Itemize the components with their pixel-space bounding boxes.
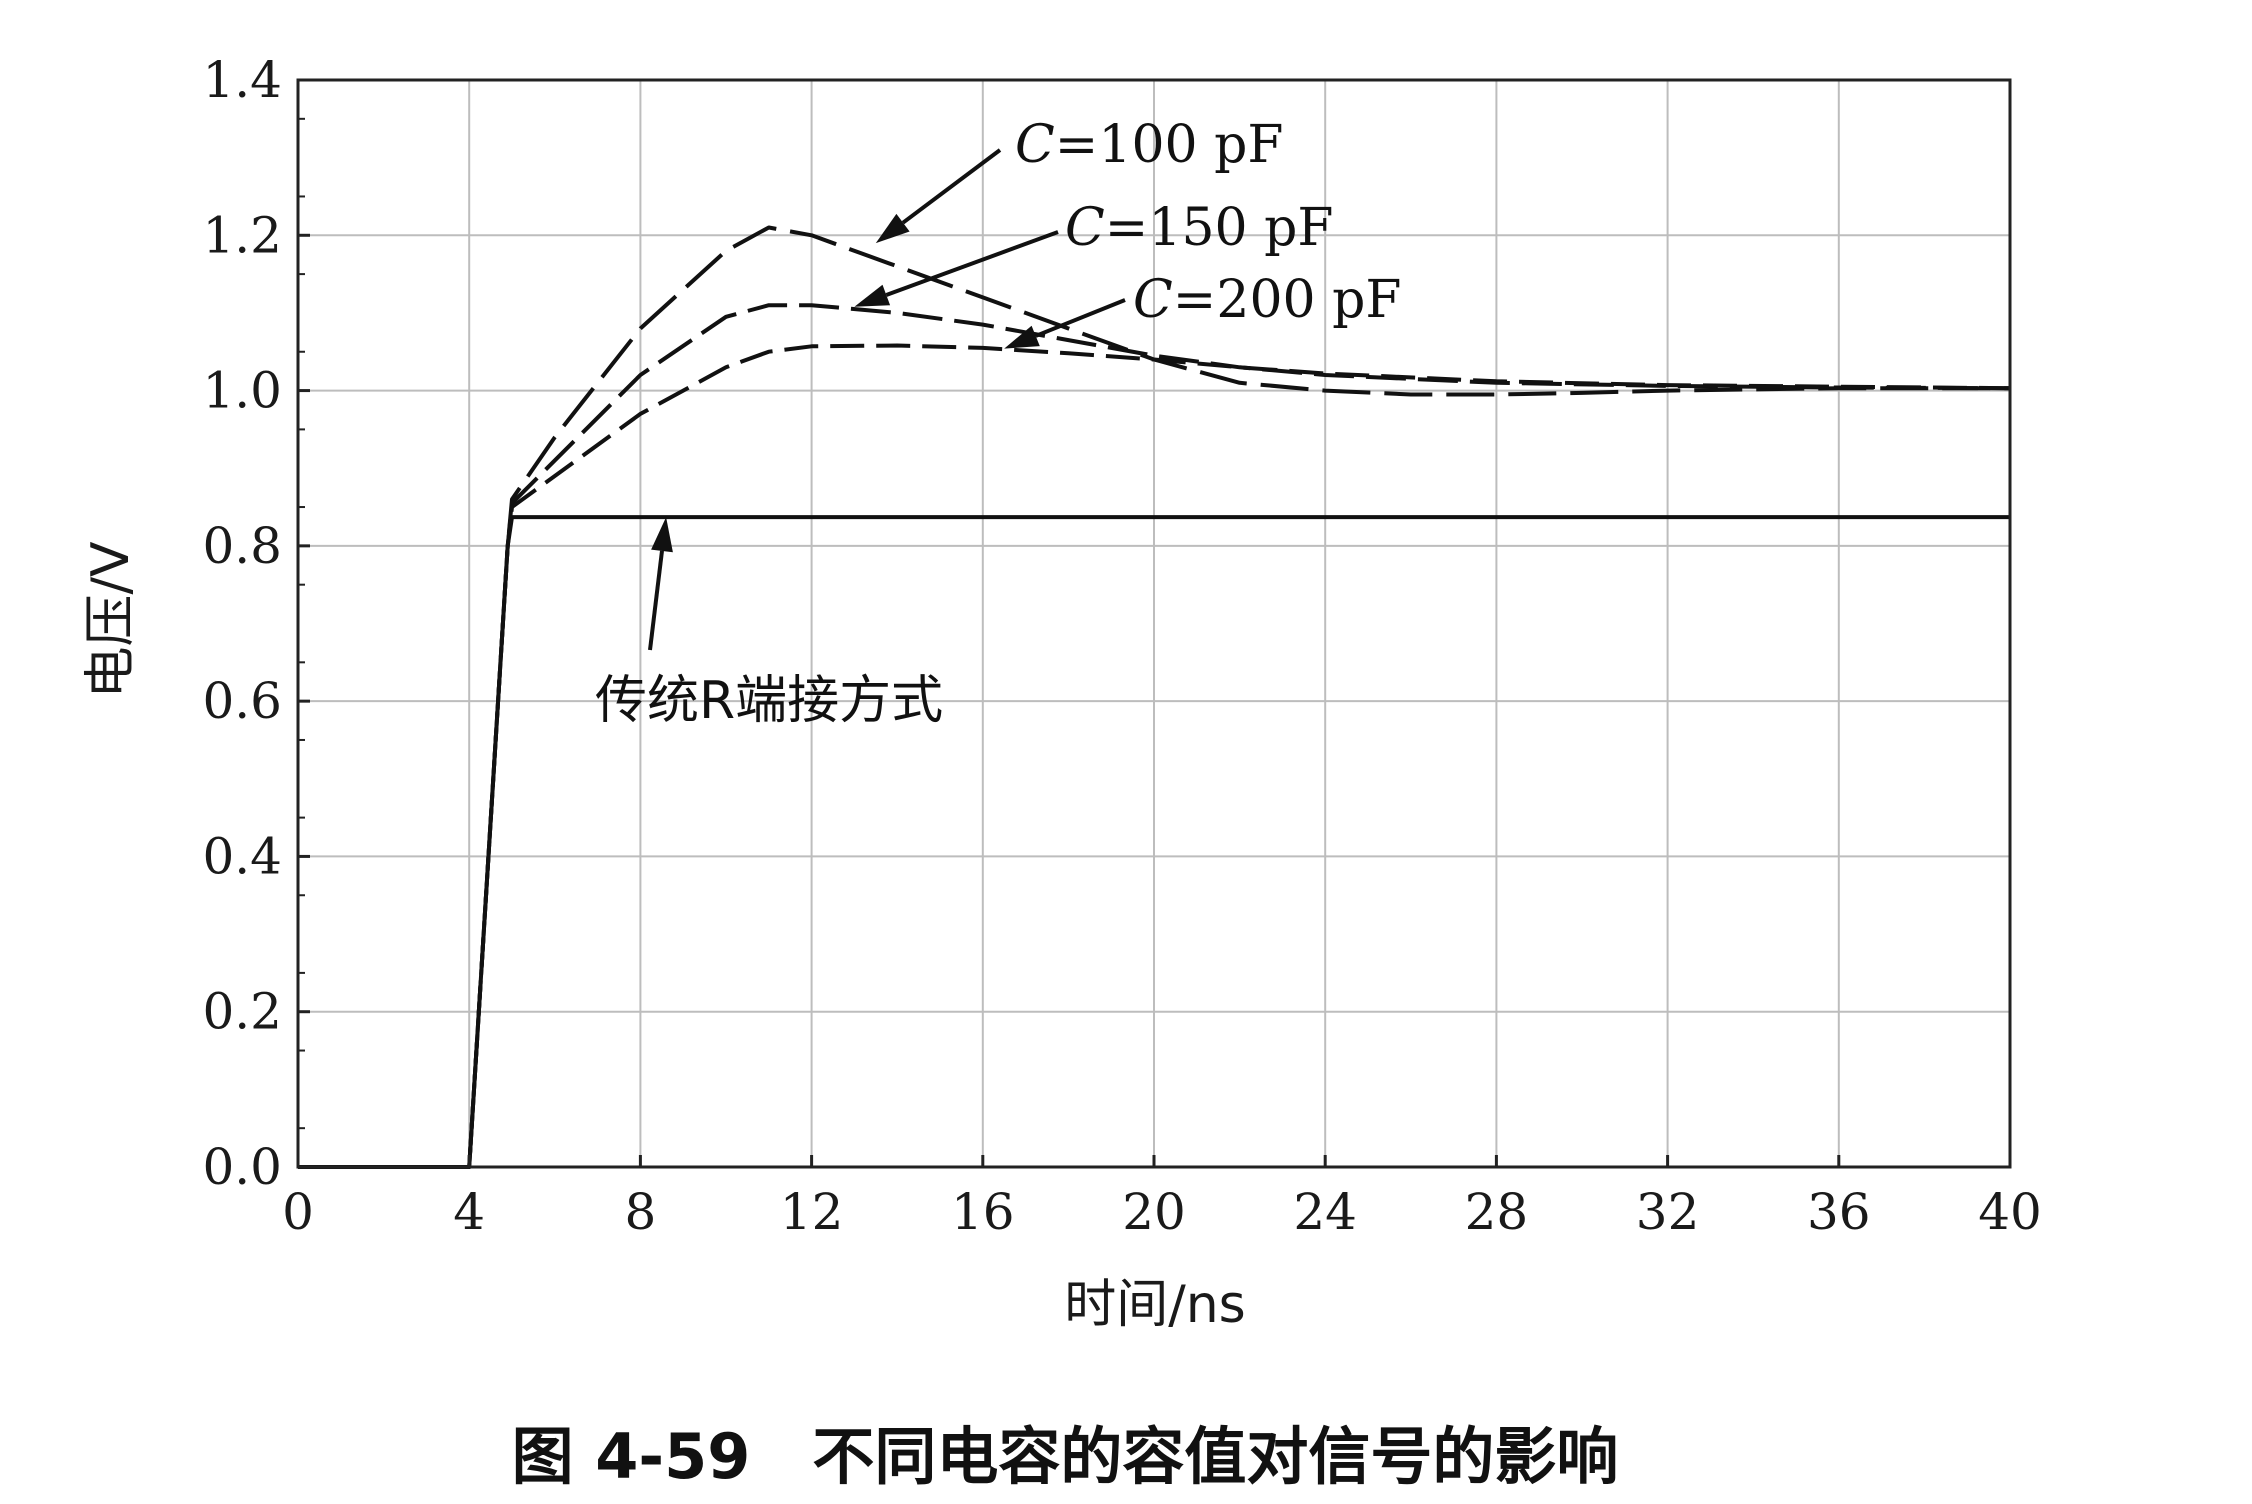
x-tick-label: 40 bbox=[1978, 1183, 2042, 1241]
x-tick-label: 36 bbox=[1807, 1183, 1871, 1241]
x-tick-label: 28 bbox=[1465, 1183, 1529, 1241]
y-tick-label: 0.4 bbox=[202, 827, 282, 885]
annotation-c150: C=150 pF bbox=[1065, 198, 1334, 258]
x-tick-label: 12 bbox=[780, 1183, 844, 1241]
x-tick-label: 8 bbox=[624, 1183, 656, 1241]
series-line-3 bbox=[298, 343, 2011, 1169]
axis-ticks: 0 4 8 12 16 20 24 28 32 36 40 0.0 0.2 0.4 0.6 0.8 1.0 1.2… bbox=[202, 51, 2041, 1241]
annotation-arrowhead bbox=[875, 213, 910, 244]
series-line-1 bbox=[298, 225, 2010, 1169]
annotation-c200: C=200 pF bbox=[1133, 270, 1402, 330]
annotation-arrowhead bbox=[651, 517, 673, 553]
y-tick-label: 1.0 bbox=[202, 362, 282, 420]
annotation-arrowhead bbox=[1004, 325, 1040, 349]
annotation-arrow-line bbox=[1034, 298, 1126, 338]
y-tick-label: 1.4 bbox=[202, 51, 282, 109]
y-tick-label: 0.8 bbox=[202, 517, 282, 575]
y-tick-label: 0.6 bbox=[202, 672, 282, 730]
annotation-arrowhead bbox=[854, 284, 891, 307]
y-tick-label: 1.2 bbox=[202, 206, 282, 264]
annotation-c100: C=100 pF bbox=[1015, 115, 1284, 175]
y-tick-label: 0.2 bbox=[202, 983, 282, 1041]
annotation-arrow-line bbox=[885, 230, 1059, 297]
x-tick-label: 32 bbox=[1636, 1183, 1700, 1241]
y-tick-label: 0.0 bbox=[202, 1138, 282, 1196]
x-tick-label: 20 bbox=[1122, 1183, 1186, 1241]
y-axis-label: 电压/V bbox=[81, 541, 141, 699]
annotations: C=100 pF C=150 pF C=200 pF 传统R端接方式 bbox=[595, 115, 1402, 731]
annotation-arrow-line bbox=[901, 148, 1002, 225]
x-tick-label: 4 bbox=[453, 1183, 485, 1241]
annotation-arrow-line bbox=[648, 550, 664, 651]
annotation-traditional-r: 传统R端接方式 bbox=[595, 671, 943, 731]
x-axis-label: 时间/ns bbox=[1064, 1275, 1246, 1335]
x-tick-label: 16 bbox=[951, 1183, 1015, 1241]
figure-caption: 图 4-59 不同电容的容值对信号的影响 bbox=[512, 1420, 1619, 1493]
x-tick-label: 0 bbox=[282, 1183, 314, 1241]
x-tick-label: 24 bbox=[1293, 1183, 1357, 1241]
